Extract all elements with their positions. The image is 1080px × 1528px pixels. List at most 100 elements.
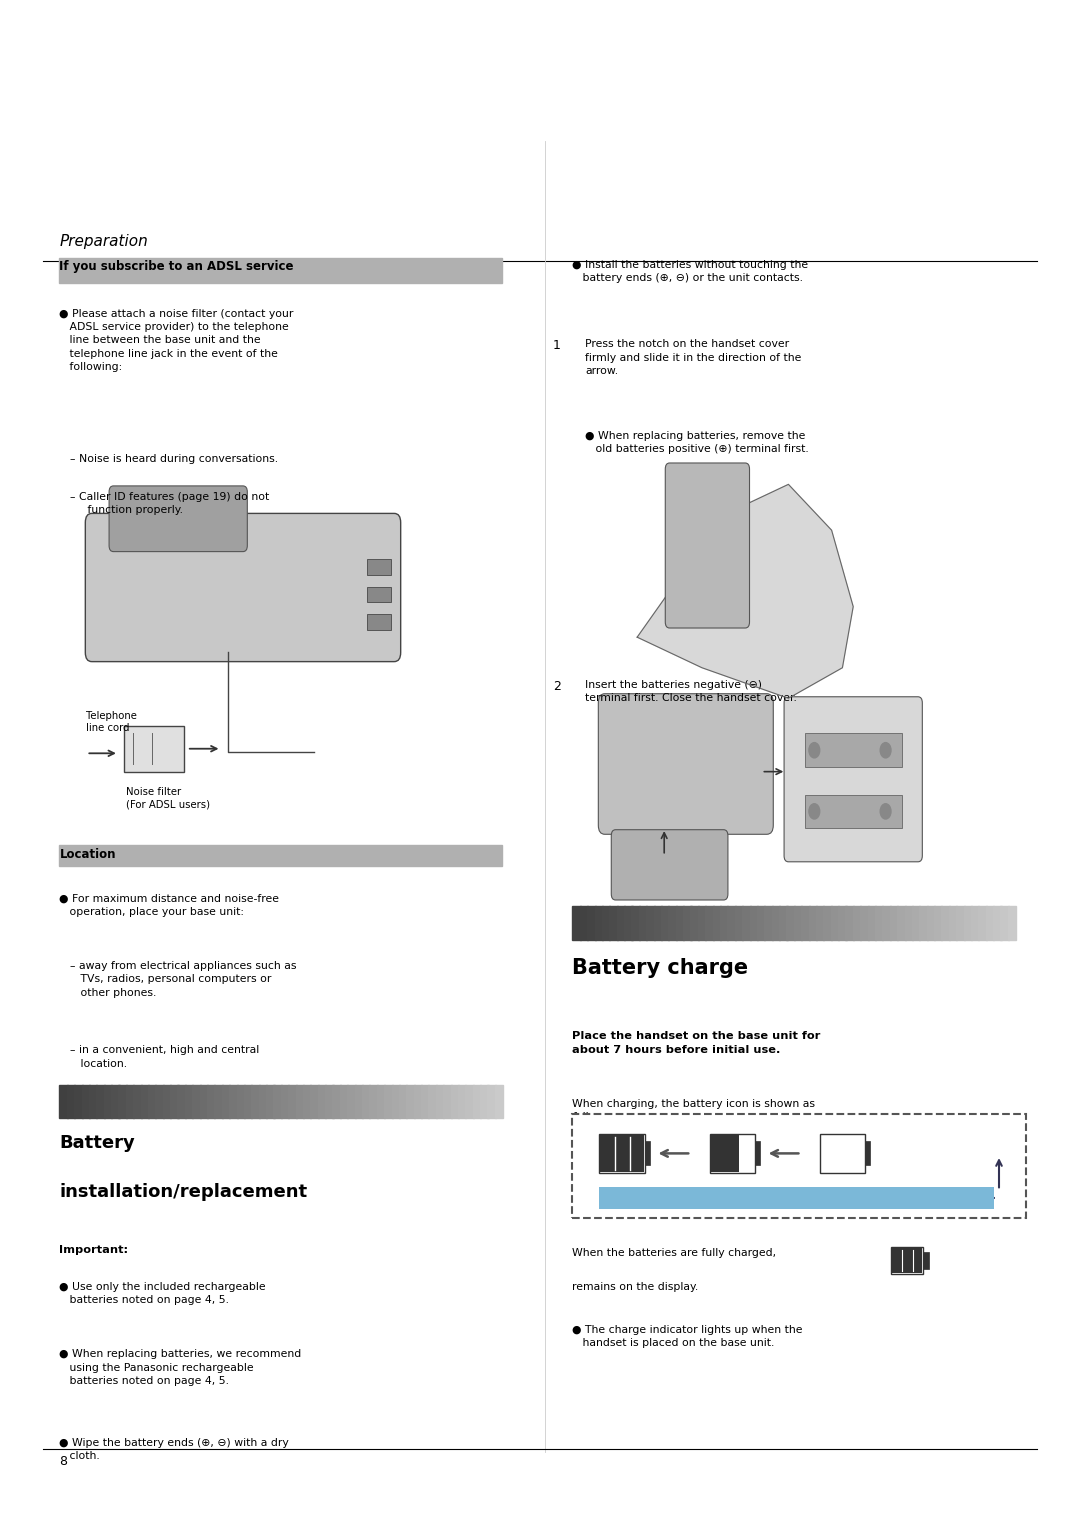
Bar [669, 906, 677, 940]
Bar [296, 1085, 305, 1118]
Bar [684, 906, 691, 940]
Bar [59, 845, 502, 866]
Bar [865, 1141, 870, 1166]
Bar [927, 906, 935, 940]
Bar [288, 1085, 297, 1118]
Bar [1008, 906, 1016, 940]
Bar [905, 906, 913, 940]
Bar [599, 1134, 645, 1174]
Bar [765, 906, 773, 940]
Bar [450, 1085, 459, 1118]
Bar [340, 1085, 348, 1118]
Bar [949, 906, 957, 940]
Bar [632, 906, 640, 940]
Bar [820, 1134, 865, 1174]
Text: Place the handset on the base unit for
about 7 hours before initial use.: Place the handset on the base unit for a… [572, 1031, 821, 1054]
Bar [772, 906, 780, 940]
Bar [377, 1085, 386, 1118]
Bar [367, 559, 391, 575]
Bar [892, 1248, 922, 1273]
Text: ● Use only the included rechargeable
   batteries noted on page 4, 5.: ● Use only the included rechargeable bat… [59, 1282, 266, 1305]
Text: ● Install the batteries without touching the
   battery ends (⊕, ⊖) or the unit : ● Install the batteries without touching… [572, 260, 809, 283]
Text: Telephone
line cord: Telephone line cord [86, 711, 137, 733]
Bar [391, 1085, 400, 1118]
Bar [125, 1085, 134, 1118]
Bar [963, 906, 972, 940]
Bar [119, 1085, 127, 1118]
Bar [367, 614, 391, 630]
Bar [124, 726, 184, 772]
Bar [443, 1085, 451, 1118]
Bar [104, 1085, 112, 1118]
Bar [750, 906, 758, 940]
Circle shape [880, 804, 891, 819]
Bar [458, 1085, 467, 1118]
Bar [171, 1085, 178, 1118]
Bar [757, 906, 766, 940]
Bar [310, 1085, 319, 1118]
Bar [266, 1085, 274, 1118]
Bar [367, 587, 391, 602]
Bar [594, 906, 603, 940]
Bar [75, 1085, 82, 1118]
FancyBboxPatch shape [109, 486, 247, 552]
Bar [421, 1085, 430, 1118]
Bar [823, 906, 832, 940]
Text: ● When replacing batteries, remove the
   old batteries positive (⊕) terminal fi: ● When replacing batteries, remove the o… [585, 431, 809, 454]
Text: Battery charge: Battery charge [572, 958, 748, 978]
Text: – Caller ID features (page 19) do not
     function properly.: – Caller ID features (page 19) do not fu… [70, 492, 269, 515]
Bar [369, 1085, 378, 1118]
Bar [734, 906, 743, 940]
Bar [480, 1085, 488, 1118]
Bar [861, 906, 868, 940]
Bar [653, 906, 662, 940]
Bar [148, 1085, 157, 1118]
Bar [786, 906, 795, 940]
Bar [192, 1085, 201, 1118]
Bar [156, 1085, 164, 1118]
Bar [1000, 906, 1009, 940]
Bar [414, 1085, 422, 1118]
Bar [495, 1085, 503, 1118]
Bar [259, 1085, 267, 1118]
Bar [281, 1085, 289, 1118]
Bar [59, 1085, 68, 1118]
Text: ● When replacing batteries, we recommend
   using the Panasonic rechargeable
   : ● When replacing batteries, we recommend… [59, 1349, 301, 1386]
Bar [720, 906, 729, 940]
FancyBboxPatch shape [598, 694, 773, 834]
Bar [912, 906, 920, 940]
Bar [302, 1085, 311, 1118]
Text: Important:: Important: [59, 1245, 129, 1256]
Bar [237, 1085, 245, 1118]
Bar [805, 733, 902, 767]
Bar [229, 1085, 238, 1118]
Bar [934, 906, 943, 940]
Bar [59, 258, 502, 283]
Bar [111, 1085, 120, 1118]
Text: ● Wipe the battery ends (⊕, ⊖) with a dry
   cloth.: ● Wipe the battery ends (⊕, ⊖) with a dr… [59, 1438, 289, 1461]
Bar [801, 906, 810, 940]
Bar [923, 1253, 929, 1268]
Bar [221, 1085, 230, 1118]
Bar [853, 906, 862, 940]
Text: remains on the display.: remains on the display. [572, 1282, 699, 1293]
Bar [399, 1085, 407, 1118]
Text: installation/replacement: installation/replacement [59, 1183, 308, 1201]
Bar [742, 906, 751, 940]
Bar [429, 1085, 436, 1118]
Bar [177, 1085, 186, 1118]
Bar [809, 906, 818, 940]
Bar [600, 1135, 644, 1172]
Bar [572, 1114, 1026, 1218]
Text: Noise filter
(For ADSL users): Noise filter (For ADSL users) [126, 787, 211, 810]
Bar [333, 1085, 341, 1118]
Bar [599, 1187, 994, 1209]
Circle shape [809, 743, 820, 758]
Circle shape [809, 804, 820, 819]
Bar [994, 906, 1001, 940]
Bar [318, 1085, 326, 1118]
Bar [986, 906, 994, 940]
Bar [890, 906, 899, 940]
Bar [831, 906, 839, 940]
Bar [919, 906, 928, 940]
